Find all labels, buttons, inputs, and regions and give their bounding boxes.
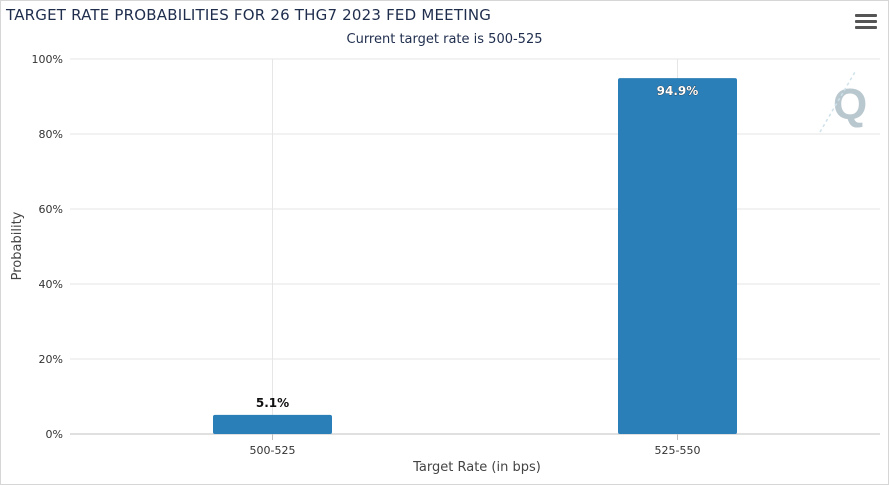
y-tick-label: 40% bbox=[39, 278, 63, 291]
menu-line bbox=[855, 26, 877, 29]
y-tick-label: 60% bbox=[39, 203, 63, 216]
y-tick-label: 80% bbox=[39, 128, 63, 141]
y-tick-label: 100% bbox=[32, 53, 63, 66]
chart-subtitle: Current target rate is 500-525 bbox=[346, 32, 543, 47]
x-axis-title: Target Rate (in bps) bbox=[412, 460, 541, 475]
y-tick-label: 20% bbox=[39, 353, 63, 366]
svg-text:Q: Q bbox=[833, 80, 867, 129]
data-labels: 5.1% 94.9% bbox=[256, 84, 699, 410]
q-logo-watermark: Q bbox=[819, 71, 867, 133]
x-axis-ticks: 500-525 525-550 bbox=[250, 434, 701, 457]
y-axis-title: Probability bbox=[10, 211, 25, 280]
menu-line bbox=[855, 14, 877, 17]
data-label: 94.9% bbox=[657, 84, 699, 98]
y-axis-ticks: 0% 20% 40% 60% 80% 100% bbox=[32, 53, 63, 441]
hamburger-menu-icon[interactable] bbox=[855, 14, 877, 34]
bar-500-525[interactable] bbox=[213, 414, 332, 434]
x-tick-label: 525-550 bbox=[655, 444, 701, 457]
x-tick-label: 500-525 bbox=[250, 444, 296, 457]
bar-series bbox=[213, 78, 737, 434]
bar-525-550[interactable] bbox=[618, 78, 737, 434]
y-tick-label: 0% bbox=[46, 428, 63, 441]
grid-lines bbox=[70, 58, 880, 435]
data-label: 5.1% bbox=[256, 396, 289, 410]
chart-title: TARGET RATE PROBABILITIES FOR 26 THG7 20… bbox=[6, 6, 492, 24]
menu-line bbox=[855, 20, 877, 23]
